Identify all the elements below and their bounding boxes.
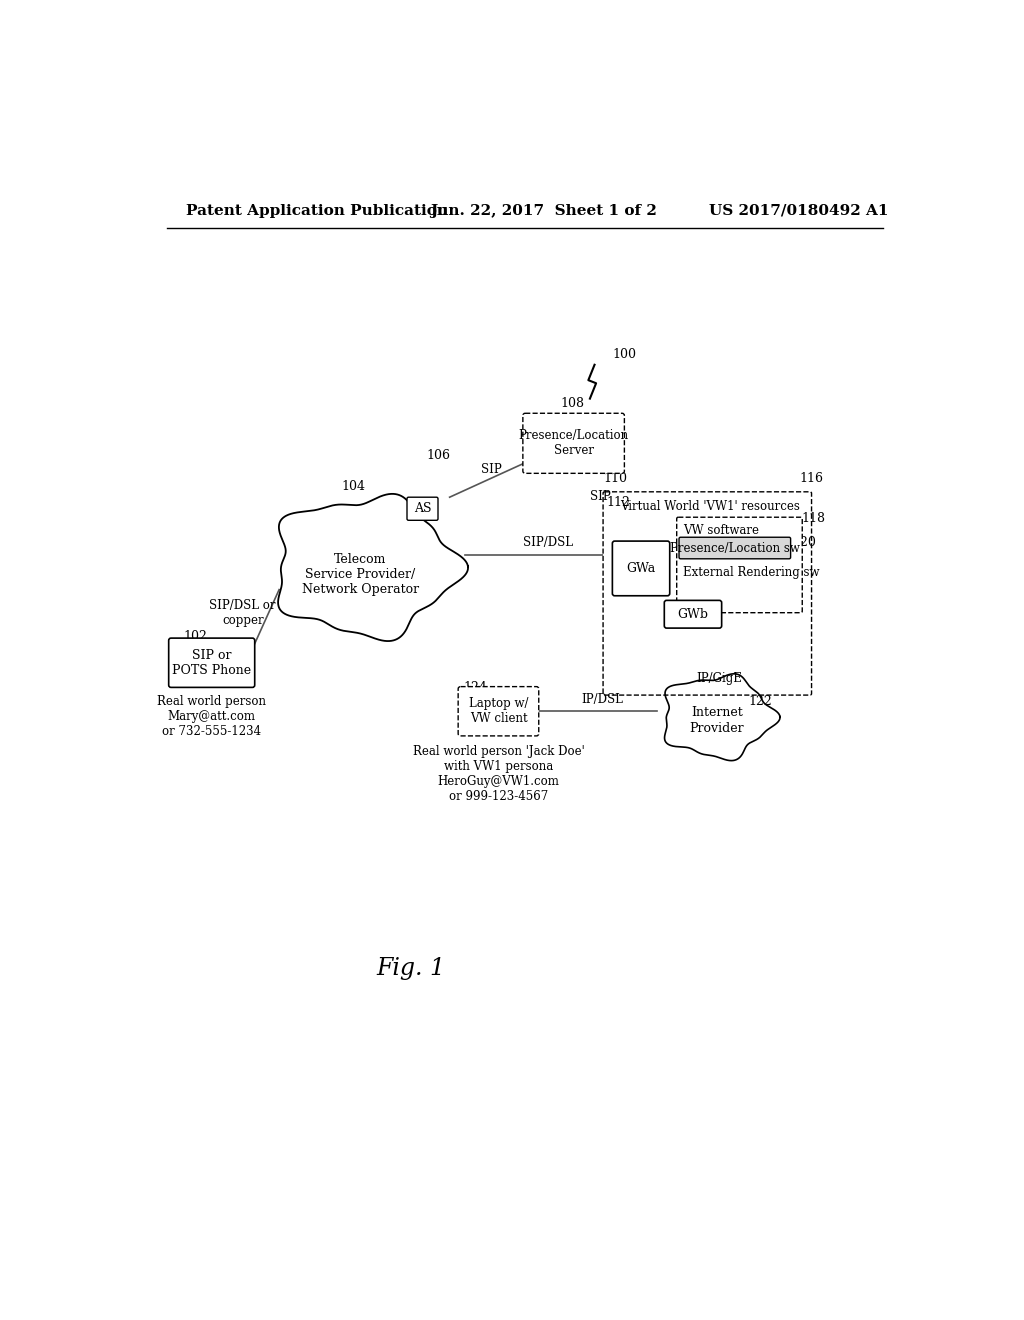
FancyBboxPatch shape	[523, 413, 625, 474]
FancyBboxPatch shape	[603, 492, 812, 696]
Text: 102: 102	[183, 630, 208, 643]
FancyBboxPatch shape	[407, 498, 438, 520]
FancyBboxPatch shape	[612, 541, 670, 595]
Text: Jun. 22, 2017  Sheet 1 of 2: Jun. 22, 2017 Sheet 1 of 2	[430, 203, 657, 218]
FancyBboxPatch shape	[665, 601, 722, 628]
Text: SIP or
POTS Phone: SIP or POTS Phone	[172, 648, 251, 677]
Text: 108: 108	[560, 397, 585, 411]
Text: VW software: VW software	[683, 524, 759, 537]
Polygon shape	[279, 494, 468, 642]
Text: SIP/DSL or
copper: SIP/DSL or copper	[210, 599, 275, 627]
Text: 122: 122	[748, 696, 772, 708]
Text: Fig. 1: Fig. 1	[377, 957, 445, 979]
FancyBboxPatch shape	[677, 517, 802, 612]
Text: US 2017/0180492 A1: US 2017/0180492 A1	[710, 203, 889, 218]
Text: 110: 110	[604, 471, 628, 484]
Text: IP/GigE: IP/GigE	[696, 672, 742, 685]
Text: AS: AS	[414, 502, 431, 515]
Text: 104: 104	[341, 479, 366, 492]
Text: Laptop w/
VW client: Laptop w/ VW client	[469, 697, 528, 725]
Text: Patent Application Publication: Patent Application Publication	[186, 203, 449, 218]
Text: Real world person 'Jack Doe'
with VW1 persona
HeroGuy@VW1.com
or 999-123-4567: Real world person 'Jack Doe' with VW1 pe…	[413, 744, 585, 803]
FancyBboxPatch shape	[169, 638, 255, 688]
Text: Virtual World 'VW1' resources: Virtual World 'VW1' resources	[621, 500, 800, 513]
Text: GWa: GWa	[627, 562, 655, 576]
Text: IP/DSL: IP/DSL	[582, 693, 624, 706]
Text: 120: 120	[793, 536, 816, 549]
Text: External Rendering sw: External Rendering sw	[683, 566, 819, 579]
Text: 114: 114	[719, 591, 743, 605]
Text: 116: 116	[800, 471, 824, 484]
Text: 112: 112	[606, 496, 630, 510]
Text: SIP: SIP	[590, 490, 610, 503]
Text: Presence/Location
Server: Presence/Location Server	[518, 429, 629, 457]
Text: 106: 106	[426, 449, 451, 462]
Text: Presence/Location sw: Presence/Location sw	[670, 541, 800, 554]
Polygon shape	[665, 673, 780, 760]
Text: 124: 124	[464, 681, 487, 694]
Text: Real world person
Mary@att.com
or 732-555-1234: Real world person Mary@att.com or 732-55…	[158, 696, 266, 738]
Text: SIP/DSL: SIP/DSL	[523, 536, 573, 549]
Text: GWb: GWb	[678, 607, 709, 620]
Text: Telecom
Service Provider/
Network Operator: Telecom Service Provider/ Network Operat…	[302, 553, 419, 595]
Text: SIP: SIP	[480, 462, 502, 475]
Text: 118: 118	[802, 512, 825, 525]
Text: 100: 100	[612, 348, 636, 362]
Text: Internet
Provider: Internet Provider	[690, 706, 744, 734]
FancyBboxPatch shape	[458, 686, 539, 737]
FancyBboxPatch shape	[679, 537, 791, 558]
